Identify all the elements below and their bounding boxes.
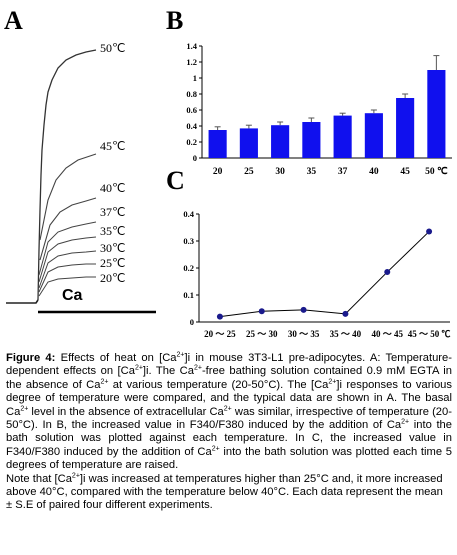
y-tick-label: 0 bbox=[190, 317, 194, 327]
panel-label-b: B bbox=[166, 6, 184, 35]
data-point bbox=[216, 313, 223, 320]
x-tick-label: 45 〜 50 ℃ bbox=[408, 329, 451, 339]
data-point bbox=[258, 308, 265, 315]
temp-label-40: 40℃ bbox=[100, 181, 126, 195]
trace-30c bbox=[38, 250, 97, 289]
x-tick-label: 25 bbox=[244, 167, 254, 177]
ca-stimulus-label: Ca bbox=[62, 287, 83, 304]
caption-sup: 2+ bbox=[20, 404, 29, 412]
caption-sup: 2+ bbox=[134, 364, 143, 372]
caption-paragraph: Figure 4: Effects of heat on [Ca2+]i in … bbox=[6, 351, 452, 473]
trace-50c bbox=[37, 49, 97, 301]
x-tick-label: 30 bbox=[275, 167, 285, 177]
trace-37c bbox=[38, 221, 97, 276]
trace-baseline bbox=[6, 299, 39, 304]
panel-a-traces bbox=[6, 49, 156, 314]
bar bbox=[271, 125, 290, 158]
trace-45c bbox=[39, 153, 97, 241]
trace-20c bbox=[38, 276, 96, 297]
y-tick-label: 0.4 bbox=[183, 209, 194, 219]
bar bbox=[364, 113, 383, 158]
y-tick-label: 0.3 bbox=[183, 236, 194, 246]
caption-text: -free bathing solution contained 0.9 mM … bbox=[6, 365, 452, 391]
bar bbox=[333, 115, 352, 158]
caption-sup: 2+ bbox=[401, 418, 410, 426]
panel-label-c: C bbox=[166, 166, 185, 195]
x-tick-label: 35 〜 40 bbox=[330, 329, 362, 339]
caption-sup: 2+ bbox=[71, 471, 80, 479]
bar bbox=[302, 122, 321, 158]
temp-label-20: 20℃ bbox=[100, 271, 126, 285]
caption-text: at various temperature (20-50°C). The [C… bbox=[108, 378, 329, 391]
y-tick-label: 1.2 bbox=[186, 57, 197, 67]
y-tick-label: 0.4 bbox=[186, 121, 197, 131]
x-tick-label: 45 bbox=[400, 167, 410, 177]
caption-sup: 2+ bbox=[223, 404, 232, 412]
data-point bbox=[384, 269, 391, 276]
x-tick-label: 35 bbox=[307, 167, 317, 177]
trace-25c bbox=[38, 263, 96, 293]
caption-text: ]i responses to various degree of temper… bbox=[6, 378, 452, 418]
caption-text: Effects of heat on [Ca bbox=[55, 352, 177, 364]
figure-caption: Figure 4: Effects of heat on [Ca2+]i in … bbox=[6, 351, 452, 513]
caption-text: into the bath solution was plotted each … bbox=[6, 445, 452, 472]
data-point bbox=[300, 306, 307, 313]
caption-sup: 2+ bbox=[211, 445, 220, 453]
temp-label-37: 37℃ bbox=[100, 205, 126, 219]
caption-text: into the bath solution was plotted again… bbox=[6, 419, 452, 458]
x-tick-label: 50 ℃ bbox=[425, 166, 448, 177]
y-tick-label: 1.4 bbox=[186, 41, 197, 51]
y-tick-label: 0.2 bbox=[183, 263, 194, 273]
y-tick-label: 0.2 bbox=[186, 137, 197, 147]
caption-label: Figure 4: bbox=[6, 352, 56, 364]
caption-sup: 2+ bbox=[100, 378, 109, 386]
caption-text: Note that [Ca bbox=[6, 472, 72, 485]
caption-text: ]i was increased at temperatures higher … bbox=[6, 472, 443, 512]
panel-b-bar-chart: 0 0.2 0.4 0.6 0.8 1 1.2 1.4 20 25 30 35 37 40 45 50 ℃ bbox=[186, 41, 452, 177]
caption-text: was similar, irrespective of temperature… bbox=[6, 405, 452, 432]
temp-label-50: 50℃ bbox=[100, 41, 126, 55]
panel-c-line-chart: 0 0.1 0.2 0.3 0.4 20 〜 25 25 〜 30 30 〜 35 35 〜 4… bbox=[183, 209, 451, 339]
caption-text: ]i in mouse 3T3-L1 pre-adipocytes. A: Te… bbox=[6, 352, 452, 378]
x-tick-label: 25 〜 30 bbox=[246, 329, 278, 339]
bar bbox=[427, 70, 446, 158]
y-tick-label: 0 bbox=[193, 153, 197, 163]
y-tick-label: 0.1 bbox=[183, 290, 194, 300]
caption-sup: 2+ bbox=[176, 351, 185, 359]
temp-label-45: 45℃ bbox=[100, 139, 126, 153]
bar bbox=[239, 128, 258, 158]
trace-35c bbox=[38, 236, 97, 283]
trace-40c bbox=[39, 197, 97, 261]
temp-label-25: 25℃ bbox=[100, 256, 126, 270]
caption-text: level in the absence of extracellular Ca bbox=[28, 405, 224, 418]
data-point bbox=[426, 228, 433, 235]
y-tick-label: 1 bbox=[193, 73, 197, 83]
data-point bbox=[342, 310, 349, 317]
caption-note: Note that [Ca2+]i was increased at tempe… bbox=[6, 471, 452, 513]
series-line bbox=[219, 231, 430, 318]
x-tick-label: 40 bbox=[369, 167, 379, 177]
temp-label-30: 30℃ bbox=[100, 241, 126, 255]
x-tick-label: 20 bbox=[213, 167, 223, 177]
bar bbox=[208, 130, 227, 158]
y-tick-label: 0.8 bbox=[186, 89, 197, 99]
caption-sup: 2+ bbox=[328, 378, 337, 386]
caption-text: ]i. The Ca bbox=[142, 365, 194, 378]
x-tick-label: 40 〜 45 bbox=[371, 329, 403, 339]
y-tick-label: 0.6 bbox=[186, 105, 197, 115]
caption-sup: 2+ bbox=[193, 364, 202, 372]
temp-label-35: 35℃ bbox=[100, 224, 126, 238]
panel-label-a: A bbox=[4, 6, 23, 35]
bar bbox=[396, 98, 415, 158]
x-tick-label: 37 bbox=[338, 167, 348, 177]
x-tick-label: 30 〜 35 bbox=[288, 329, 320, 339]
x-tick-label: 20 〜 25 bbox=[204, 329, 236, 339]
